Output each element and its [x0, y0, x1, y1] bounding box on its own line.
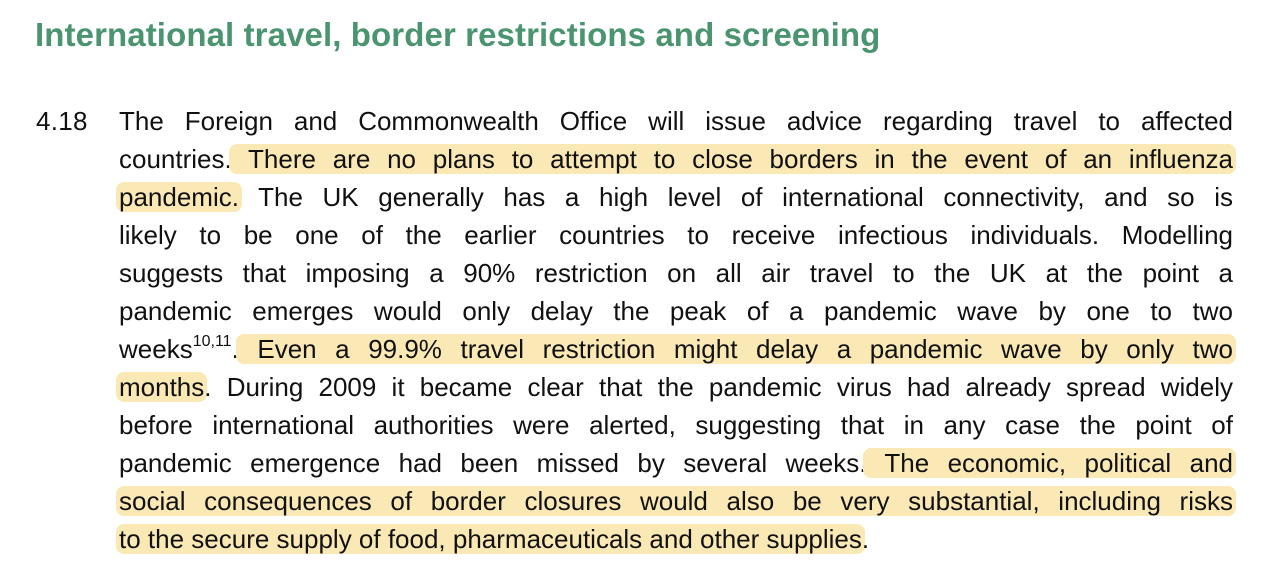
highlighted-text: Even a 99.9% travel restriction might de…	[235, 334, 1236, 364]
paragraph-number: 4.18	[36, 106, 88, 136]
section-heading: International travel, border restriction…	[35, 16, 881, 53]
text-segment: .	[232, 334, 239, 364]
paragraph-line: pandemic emergence had been missed by se…	[119, 444, 1236, 482]
highlighted-text: There are no plans to attempt to close b…	[228, 144, 1236, 174]
paragraph-line: pandemic. The UK generally has a high le…	[116, 178, 1233, 216]
paragraph-line: months. During 2009 it became clear that…	[116, 368, 1233, 406]
paragraph-body: The Foreign and Commonwealth Office will…	[116, 102, 1236, 558]
highlighted-text: to the secure supply of food, pharmaceut…	[116, 524, 865, 554]
footnote-reference: 10,11	[192, 333, 232, 350]
text-segment: . During 2009 it became clear that the p…	[204, 372, 1233, 402]
paragraph-line: weeks10,11. Even a 99.9% travel restrict…	[119, 330, 1236, 368]
paragraph-line: to the secure supply of food, pharmaceut…	[116, 520, 1233, 558]
highlighted-text: pandemic.	[116, 182, 242, 212]
text-segment: .	[861, 524, 870, 554]
paragraph-line: before international authorities were al…	[119, 406, 1233, 444]
paragraph-line: The Foreign and Commonwealth Office will…	[119, 102, 1233, 140]
text-segment: weeks	[119, 334, 193, 364]
highlighted-text: The economic, political and	[863, 448, 1236, 478]
text-segment: suggests that imposing a 90% restriction…	[119, 258, 1233, 288]
paragraph-line: social consequences of border closures w…	[116, 482, 1236, 520]
text-segment: The UK generally has a high level of int…	[238, 182, 1233, 212]
highlighted-text: social consequences of border closures w…	[116, 486, 1236, 516]
text-segment: countries.	[119, 144, 232, 174]
text-segment: pandemic emerges would only delay the pe…	[119, 296, 1233, 326]
paragraph-line: likely to be one of the earlier countrie…	[119, 216, 1233, 254]
paragraph-line: suggests that imposing a 90% restriction…	[119, 254, 1233, 292]
highlighted-text: months	[116, 372, 208, 402]
text-segment: before international authorities were al…	[119, 410, 1233, 440]
text-segment: likely to be one of the earlier countrie…	[119, 220, 1233, 250]
paragraph-line: pandemic emerges would only delay the pe…	[119, 292, 1233, 330]
paragraph-line: countries. There are no plans to attempt…	[119, 140, 1236, 178]
text-segment: The Foreign and Commonwealth Office will…	[119, 106, 1233, 136]
text-segment: pandemic emergence had been missed by se…	[119, 448, 867, 478]
